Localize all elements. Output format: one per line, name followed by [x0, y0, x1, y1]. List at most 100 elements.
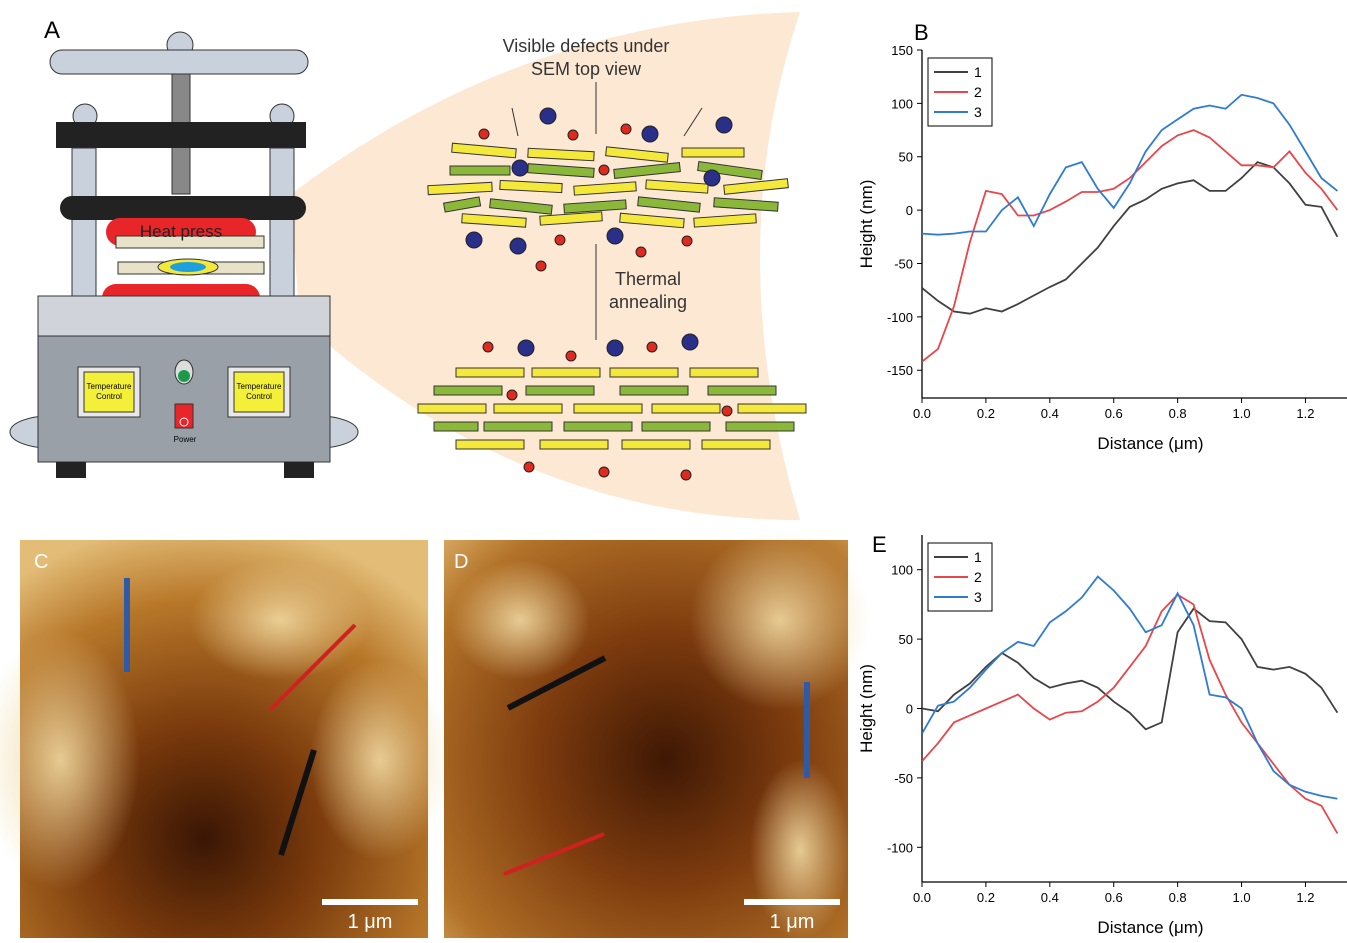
x-tick-label: 0.2	[977, 406, 995, 421]
particle	[738, 404, 806, 413]
particle	[540, 108, 556, 124]
data-line	[922, 130, 1337, 362]
y-tick-label: 0	[906, 702, 913, 717]
particle	[540, 440, 608, 449]
particle	[510, 238, 526, 254]
particle	[566, 351, 576, 361]
x-tick-label: 1.0	[1233, 406, 1251, 421]
particle	[704, 170, 720, 186]
panel-label: E	[872, 532, 887, 557]
particle	[722, 406, 732, 416]
particle	[726, 422, 794, 431]
power-label: Power	[174, 435, 197, 444]
particle	[532, 368, 600, 377]
particle	[642, 422, 710, 431]
particle	[518, 340, 534, 356]
y-tick-label: 0	[906, 203, 913, 218]
legend-label: 3	[974, 589, 982, 605]
x-tick-label: 0.0	[913, 406, 931, 421]
y-tick-label: -100	[887, 310, 913, 325]
y-tick-label: 150	[891, 43, 913, 58]
particle	[483, 342, 493, 352]
particle	[647, 342, 657, 352]
x-tick-label: 1.0	[1233, 890, 1251, 905]
temperature-control-label: Temperature	[237, 382, 282, 391]
particle	[642, 126, 658, 142]
x-tick-label: 0.0	[913, 890, 931, 905]
particle	[526, 386, 594, 395]
particle	[621, 124, 631, 134]
particle	[564, 422, 632, 431]
particle	[607, 228, 623, 244]
particle	[708, 386, 776, 395]
y-tick-label: 50	[899, 632, 913, 647]
particle	[434, 422, 478, 431]
caption: annealing	[609, 292, 687, 312]
x-tick-label: 0.6	[1105, 406, 1123, 421]
x-tick-label: 0.8	[1169, 890, 1187, 905]
particle	[682, 236, 692, 246]
particle	[599, 165, 609, 175]
particle	[716, 117, 732, 133]
legend-label: 2	[974, 569, 982, 585]
scale-bar-label: 1 μm	[348, 911, 393, 933]
y-tick-label: 100	[891, 96, 913, 111]
particle	[536, 261, 546, 271]
x-tick-label: 0.6	[1105, 890, 1123, 905]
particle	[568, 130, 578, 140]
particle	[607, 340, 623, 356]
y-axis-label: Height (nm)	[857, 664, 876, 753]
afm-image	[0, 540, 450, 938]
y-tick-label: -50	[894, 256, 913, 271]
caption: Visible defects under	[503, 36, 670, 56]
caption: Thermal	[615, 269, 681, 289]
particle	[555, 235, 565, 245]
particle	[466, 232, 482, 248]
figure: A Heat press Temperature Control	[0, 0, 1347, 938]
particle	[484, 422, 552, 431]
x-tick-label: 1.2	[1296, 406, 1314, 421]
particle	[494, 404, 562, 413]
y-tick-label: 50	[899, 150, 913, 165]
temperature-control-label: Control	[246, 392, 272, 401]
particle	[418, 404, 486, 413]
y-tick-label: -50	[894, 771, 913, 786]
legend-label: 1	[974, 549, 982, 565]
particle	[507, 390, 517, 400]
temperature-control-label: Control	[96, 392, 122, 401]
x-axis-label: Distance (μm)	[1097, 918, 1203, 937]
legend-label: 1	[974, 64, 982, 80]
particle	[702, 440, 770, 449]
particle	[636, 247, 646, 257]
particle	[456, 368, 524, 377]
data-line	[922, 609, 1337, 730]
x-axis-label: Distance (μm)	[1097, 434, 1203, 453]
x-tick-label: 0.8	[1169, 406, 1187, 421]
particle	[456, 440, 524, 449]
particle	[524, 462, 534, 472]
y-tick-label: -100	[887, 840, 913, 855]
panel-label: C	[34, 551, 48, 573]
particle	[681, 470, 691, 480]
panel-label: B	[914, 20, 929, 45]
particle	[599, 467, 609, 477]
panel-label: A	[44, 17, 60, 44]
x-tick-label: 0.4	[1041, 890, 1059, 905]
panel-label: D	[454, 551, 468, 573]
particle	[682, 148, 744, 157]
particle	[652, 404, 720, 413]
particle	[479, 129, 489, 139]
y-tick-label: -150	[887, 363, 913, 378]
legend-label: 3	[974, 104, 982, 120]
particle	[690, 368, 758, 377]
afm-image	[444, 530, 870, 938]
caption: SEM top view	[531, 59, 642, 79]
particle	[512, 160, 528, 176]
x-tick-label: 0.2	[977, 890, 995, 905]
particle	[682, 334, 698, 350]
x-tick-label: 1.2	[1296, 890, 1314, 905]
particle	[622, 440, 690, 449]
particle	[574, 404, 642, 413]
particle	[450, 166, 510, 175]
particle	[434, 386, 502, 395]
